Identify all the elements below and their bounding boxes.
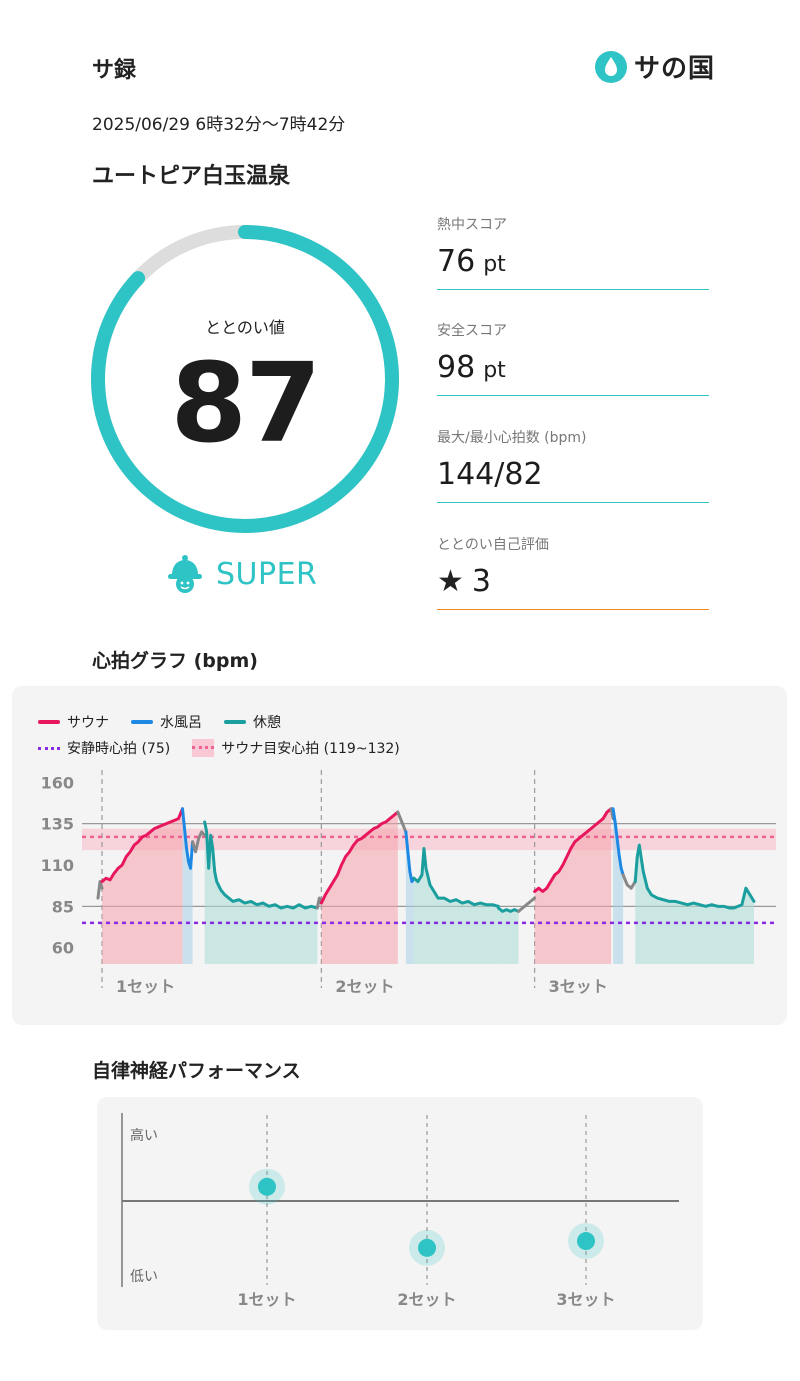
metric-label: 熱中スコア	[437, 217, 507, 233]
rest-line	[496, 906, 521, 913]
heart-rate-chart: 160 135 110 85 60 1セット 2セット 3セット	[41, 770, 776, 996]
rest-line	[203, 820, 319, 910]
sauna-line	[533, 807, 613, 893]
self-rating: ととのい自己評価 ★ 3	[437, 534, 709, 610]
category-label: 2セット	[397, 1290, 456, 1309]
other-line	[96, 880, 104, 900]
app-title: サ録	[92, 58, 137, 83]
metric-divider	[437, 502, 709, 503]
star-icon: ★	[437, 564, 464, 599]
heart-chart-title: 心拍グラフ (bpm)	[92, 650, 258, 672]
rest-area	[204, 821, 318, 964]
low-label: 低い	[130, 1269, 158, 1285]
sauna-line	[100, 807, 185, 884]
heart-chart-card: サウナ 水風呂 休憩 安静時心拍 (75) サウナ目安心拍 (119~132) …	[12, 686, 787, 1025]
legend-label: サウナ目安心拍 (119~132)	[221, 741, 400, 757]
heat-score: 熱中スコア 76 pt	[437, 214, 709, 290]
metric-label: 最大/最小心拍数 (bpm)	[437, 430, 587, 446]
legend-rest: 休憩	[224, 712, 281, 732]
cold-line	[404, 830, 416, 884]
chart-legend: サウナ 水風呂 休憩	[38, 712, 281, 732]
cold-line	[611, 807, 625, 877]
metric-divider	[437, 609, 709, 610]
safety-score: 安全スコア 98 pt	[437, 320, 709, 396]
metric-unit: pt	[483, 358, 506, 383]
y-tick-label: 160	[41, 773, 74, 792]
metric-value: 3	[471, 564, 491, 599]
sauna-area	[321, 812, 398, 964]
chart-legend-reference: 安静時心拍 (75) サウナ目安心拍 (119~132)	[38, 738, 400, 758]
metric-label: 安全スコア	[437, 323, 507, 339]
cold-area	[613, 808, 624, 964]
high-label: 高い	[130, 1128, 158, 1144]
other-line	[517, 896, 537, 913]
other-line	[609, 807, 615, 821]
rest-area	[413, 848, 499, 964]
legend-swatch	[38, 746, 60, 750]
set-label: 3セット	[549, 977, 608, 996]
rest-line	[412, 846, 500, 908]
other-line	[621, 873, 637, 890]
sauna-line	[319, 810, 400, 905]
session-time: 2025/06/29 6時32分〜7時42分	[92, 115, 346, 135]
category-label: 3セット	[556, 1290, 615, 1309]
totonoi-gauge	[91, 225, 399, 533]
metric-value: 144/82	[437, 457, 543, 492]
data-point	[418, 1238, 436, 1257]
score-label: ととのい値	[205, 318, 285, 337]
score-level: SUPER	[164, 553, 317, 595]
perf-card: 高い 低い 1セット 2セット 3セット	[97, 1097, 703, 1330]
legend-label: サウナ	[67, 715, 109, 731]
other-line	[396, 810, 408, 834]
y-tick-label: 85	[52, 897, 74, 916]
y-tick-label: 60	[52, 939, 74, 958]
sauna-area	[534, 808, 612, 964]
brand-logo: サの国	[594, 48, 715, 85]
heart-rate-range: 最大/最小心拍数 (bpm) 144/82	[437, 427, 709, 503]
legend-label: 休憩	[253, 715, 281, 731]
data-point	[577, 1232, 595, 1251]
legend-swatch	[224, 720, 246, 724]
set-label: 2セット	[335, 977, 394, 996]
score-value: 87	[170, 339, 321, 467]
legend-label: 水風呂	[160, 715, 202, 731]
legend-cold: 水風呂	[131, 712, 202, 732]
legend-sauna: サウナ	[38, 712, 109, 732]
category-label: 1セット	[237, 1290, 296, 1309]
metric-divider	[437, 289, 709, 290]
legend-label: 安静時心拍 (75)	[67, 741, 171, 757]
metric-value: 98	[437, 350, 476, 385]
cold-line	[181, 807, 195, 870]
sauna-hat-icon	[168, 555, 202, 593]
other-line	[191, 830, 207, 854]
metric-unit: pt	[483, 252, 506, 277]
y-tick-label: 110	[41, 856, 74, 875]
rest-area	[498, 908, 519, 964]
legend-swatch	[192, 739, 215, 757]
y-tick-label: 135	[41, 815, 74, 834]
legend-resting-hr: 安静時心拍 (75)	[38, 738, 170, 758]
legend-target-hr: サウナ目安心拍 (119~132)	[192, 738, 400, 758]
perf-chart: 1セット 2セット 3セット	[121, 1113, 679, 1309]
perf-title: 自律神経パフォーマンス	[92, 1060, 301, 1082]
level-text: SUPER	[216, 556, 318, 592]
logo-text: サの国	[634, 54, 716, 84]
legend-swatch	[38, 720, 60, 724]
metric-divider	[437, 395, 709, 396]
sauna-area	[102, 808, 183, 964]
water-drop-icon	[595, 50, 627, 83]
set-label: 1セット	[116, 977, 175, 996]
data-point	[258, 1177, 276, 1196]
metric-value: 76	[437, 244, 476, 279]
gauge-progress	[91, 225, 399, 533]
metric-label: ととのい自己評価	[437, 537, 549, 553]
legend-swatch	[131, 720, 153, 724]
facility-name: ユートピア白玉温泉	[92, 164, 291, 189]
rest-line	[633, 843, 756, 910]
